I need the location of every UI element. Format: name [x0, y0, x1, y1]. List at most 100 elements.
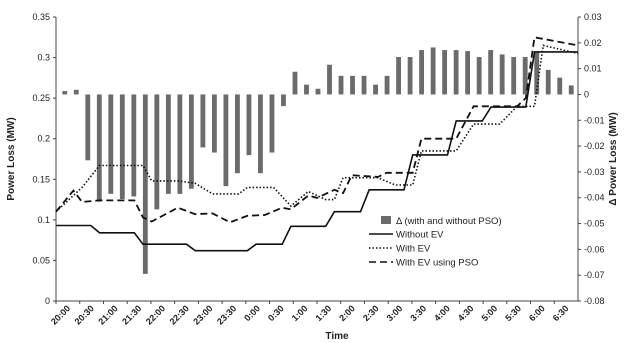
- x-tick-label: 1:30: [313, 303, 333, 323]
- delta-bar: [557, 77, 563, 95]
- left-tick-label: 0.1: [37, 215, 50, 225]
- legend-bar-swatch: [381, 216, 391, 224]
- delta-bar: [338, 75, 344, 95]
- delta-bar: [522, 57, 528, 95]
- delta-bar: [119, 94, 125, 200]
- delta-bar: [407, 57, 413, 95]
- right-tick-label: 0: [584, 89, 589, 99]
- x-tick-label: 2:00: [337, 303, 357, 323]
- delta-bar: [361, 75, 367, 95]
- delta-bar: [499, 54, 505, 95]
- delta-bar: [258, 94, 263, 174]
- right-tick-label: -0.08: [584, 296, 605, 306]
- x-tick-label: 0:30: [266, 303, 286, 323]
- delta-bar: [142, 94, 148, 274]
- left-tick-label: 0.05: [32, 255, 50, 265]
- delta-bar: [223, 94, 229, 187]
- right-tick-label: -0.02: [584, 141, 605, 151]
- delta-bar: [327, 64, 332, 95]
- right-tick-label: -0.01: [584, 115, 605, 125]
- delta-bar: [350, 75, 355, 95]
- delta-bar: [235, 94, 240, 174]
- x-tick-label: 3:00: [385, 303, 405, 323]
- x-tick-label: 5:30: [503, 303, 523, 323]
- x-tick-label: 20:00: [49, 303, 72, 326]
- delta-bar: [165, 94, 171, 194]
- right-tick-label: -0.04: [584, 193, 605, 203]
- with-ev-pso-line: [55, 36, 579, 224]
- right-tick-label: -0.03: [584, 167, 605, 177]
- x-tick-label: 6:00: [527, 303, 547, 323]
- delta-bar: [453, 50, 459, 95]
- delta-bar: [281, 94, 286, 107]
- left-tick-label: 0.15: [32, 174, 50, 184]
- x-tick-label: 22:30: [168, 303, 191, 326]
- delta-bar: [534, 51, 540, 95]
- left-tick-label: 0.35: [32, 12, 50, 22]
- x-tick-label: 3:30: [408, 303, 428, 323]
- delta-bar: [315, 88, 321, 95]
- x-tick-label: 23:00: [191, 303, 214, 326]
- x-tick-label: 1:00: [290, 303, 310, 323]
- legend-label-without-ev: Without EV: [396, 230, 444, 241]
- without-ev-line: [56, 51, 578, 252]
- x-tick-label: 0:00: [242, 303, 262, 323]
- delta-bar: [131, 94, 137, 197]
- x-tick-label: 21:30: [120, 303, 143, 326]
- delta-bar: [62, 91, 68, 95]
- delta-bar: [568, 85, 574, 95]
- right-tick-label: 0.01: [584, 64, 602, 74]
- delta-bar: [442, 50, 448, 95]
- legend-label-delta: Δ (with and without PSO): [396, 216, 502, 227]
- delta-bar: [476, 57, 482, 95]
- right-tick-label: -0.07: [584, 270, 605, 280]
- right-tick-label: -0.06: [584, 244, 605, 254]
- legend-label-with-ev: With EV: [396, 244, 431, 255]
- x-tick-label: 23:30: [215, 303, 238, 326]
- delta-bar: [384, 75, 390, 95]
- x-tick-label: 4:30: [456, 303, 476, 323]
- right-tick-label: 0.03: [584, 12, 602, 22]
- delta-bar: [108, 94, 114, 194]
- delta-bar: [545, 69, 551, 95]
- x-tick-label: 4:00: [432, 303, 452, 323]
- delta-bar: [465, 51, 471, 95]
- x-tick-label: 6:30: [551, 303, 571, 323]
- x-tick-label: 20:30: [73, 303, 96, 326]
- with-ev-line: [55, 44, 579, 213]
- right-axis-title: Δ Power Loss (MW): [608, 112, 619, 205]
- x-tick-label: 5:00: [480, 303, 500, 323]
- delta-bar: [96, 94, 102, 202]
- legend: Δ (with and without PSO) Without EV With E…: [369, 216, 502, 269]
- delta-bar: [188, 94, 194, 189]
- left-tick-label: 0.2: [37, 134, 50, 144]
- delta-bar: [154, 94, 160, 210]
- delta-bar: [177, 94, 183, 194]
- delta-bar: [292, 71, 298, 95]
- right-tick-label: -0.05: [584, 219, 605, 229]
- delta-bar: [85, 94, 91, 161]
- left-tick-label: 0.25: [32, 93, 50, 103]
- delta-bar: [73, 89, 79, 95]
- left-axis-title: Power Loss (MW): [6, 117, 17, 200]
- delta-bar: [211, 94, 217, 153]
- delta-bar: [373, 84, 378, 95]
- left-tick-label: 0: [45, 296, 50, 306]
- delta-bar: [200, 94, 206, 148]
- delta-bar: [269, 94, 275, 153]
- delta-bar: [511, 57, 517, 95]
- x-axis-title: Time: [325, 331, 349, 342]
- delta-bar: [430, 47, 436, 95]
- left-tick-label: 0.3: [37, 53, 50, 63]
- legend-label-with-ev-pso: With EV using PSO: [396, 258, 478, 269]
- right-tick-label: 0.02: [584, 38, 602, 48]
- delta-bar: [246, 94, 252, 156]
- x-tick-label: 2:30: [361, 303, 381, 323]
- delta-bar: [488, 50, 494, 95]
- delta-bar: [419, 50, 425, 95]
- delta-bar: [304, 84, 309, 95]
- x-tick-label: 22:00: [144, 303, 167, 326]
- x-tick-label: 21:00: [96, 303, 119, 326]
